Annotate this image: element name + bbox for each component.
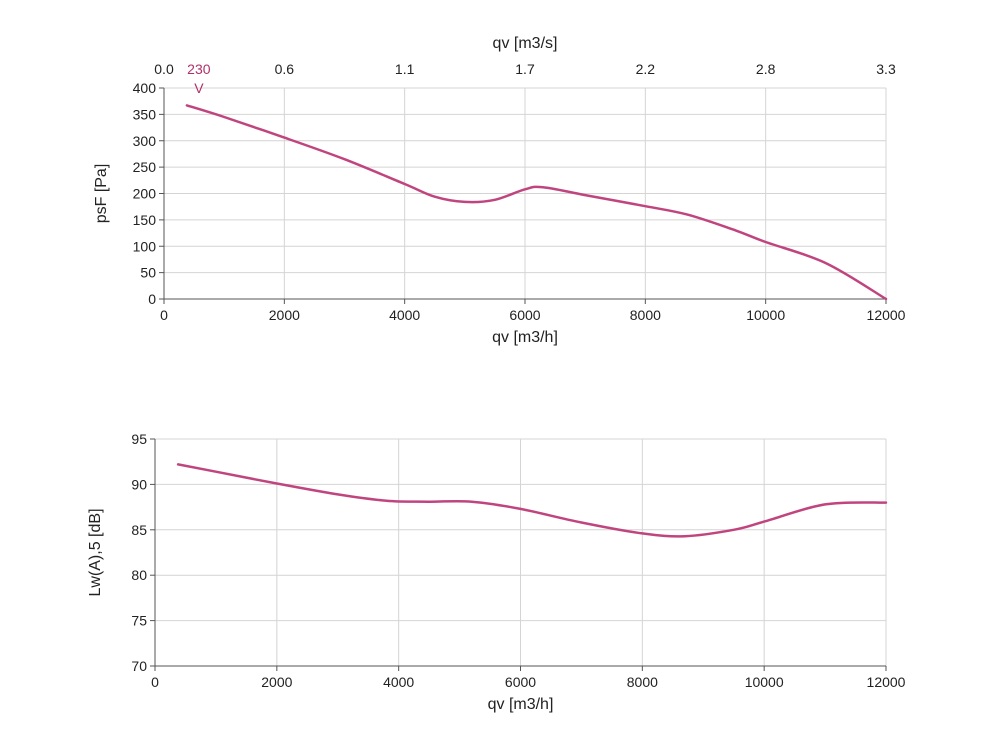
x-tick-label: 0 [160,307,168,323]
x2-tick-label: 2.2 [636,61,656,77]
x-tick-label: 6000 [505,674,536,690]
y-tick-label: 0 [148,291,156,307]
x2-tick-label: 3.3 [876,61,896,77]
x-tick-label: 8000 [627,674,658,690]
x2-tick-label: 1.1 [395,61,415,77]
y-tick-label: 50 [140,265,156,281]
x-axis-title: qv [m3/h] [492,329,558,346]
x-tick-label: 6000 [509,307,540,323]
y-tick-label: 250 [133,159,157,175]
x2-tick-label: 1.7 [515,61,535,77]
x-tick-label: 0 [151,674,159,690]
y-tick-label: 300 [133,133,157,149]
y-tick-label: 95 [131,431,147,447]
x-tick-label: 4000 [383,674,414,690]
y-axis-title: Lw(A),5 [dB] [87,508,104,596]
curve-label-unit: V [194,80,204,96]
x-tick-label: 8000 [630,307,661,323]
y-tick-label: 100 [133,238,157,254]
curve-label-voltage: 230 [187,61,211,77]
x2-tick-label: 0.6 [275,61,295,77]
y-tick-label: 350 [133,106,157,122]
y-tick-label: 80 [131,567,147,583]
x-tick-label: 12000 [867,307,906,323]
x2-axis-title: qv [m3/s] [493,35,558,52]
sound-power-chart: 0 2000 4000 6000 8000 10000 12000 70 75 80 85 90 95 q… [87,431,906,713]
series-line [176,463,888,538]
y-tick-label: 90 [131,476,147,492]
x-tick-label: 2000 [269,307,300,323]
x-tick-label: 10000 [745,674,784,690]
pressure-chart: 0 2000 4000 6000 8000 10000 12000 0 50 100 150 200 2… [93,35,906,346]
x-tick-label: 4000 [389,307,420,323]
x-tick-label: 2000 [261,674,292,690]
x-tick-label: 12000 [867,674,906,690]
x2-tick-label: 2.8 [756,61,776,77]
y-tick-label: 400 [133,80,157,96]
y-tick-label: 70 [131,658,147,674]
y-axis-title: psF [Pa] [93,164,110,224]
x2-tick-label: 0.0 [154,61,174,77]
series-line [185,104,888,301]
y-tick-label: 200 [133,186,157,202]
y-tick-label: 85 [131,522,147,538]
y-tick-label: 150 [133,212,157,228]
x-axis-title: qv [m3/h] [488,696,554,713]
y-tick-label: 75 [131,613,147,629]
x-tick-label: 10000 [746,307,785,323]
